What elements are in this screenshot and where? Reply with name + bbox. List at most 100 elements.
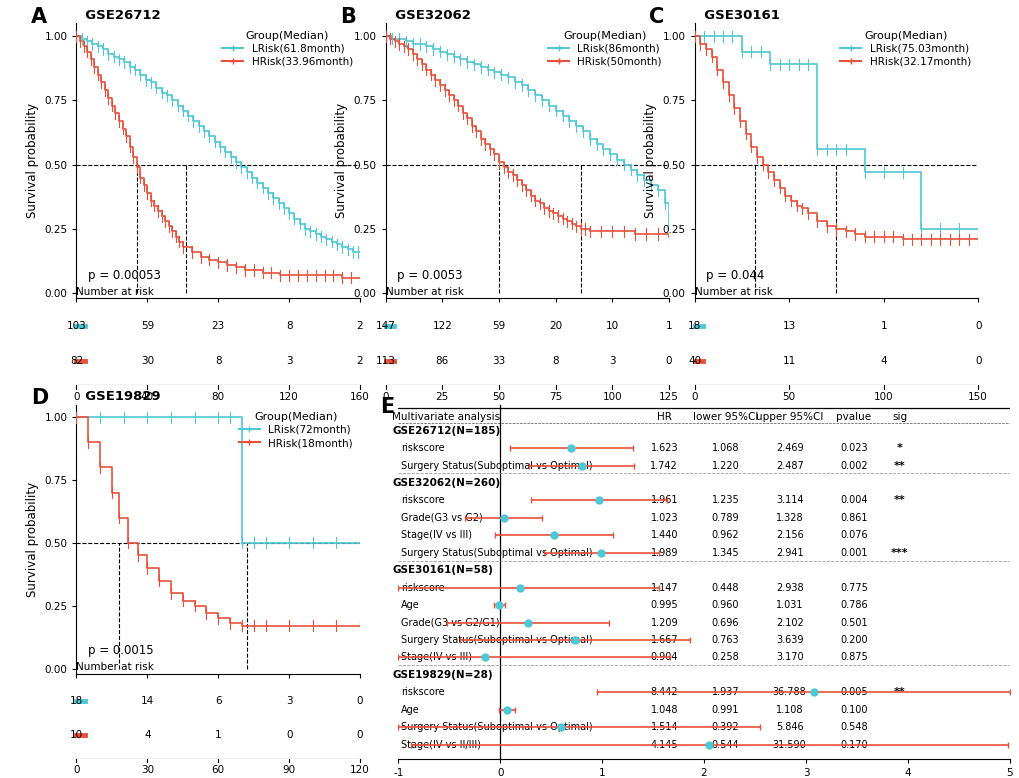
- Text: 100: 100: [873, 392, 893, 402]
- Text: HR: HR: [656, 412, 672, 422]
- Text: 0: 0: [974, 321, 980, 331]
- Text: C: C: [649, 7, 663, 27]
- Text: Stage(IV vs II/III): Stage(IV vs II/III): [400, 740, 481, 749]
- Text: B: B: [340, 7, 356, 27]
- Text: 113: 113: [375, 356, 395, 366]
- Text: 3: 3: [285, 696, 292, 706]
- Text: 1.031: 1.031: [775, 600, 803, 610]
- Text: 1.345: 1.345: [711, 548, 739, 558]
- Text: 0.995: 0.995: [650, 600, 678, 610]
- Text: 125: 125: [658, 392, 679, 402]
- Text: 0.002: 0.002: [840, 461, 867, 471]
- Text: GSE19829(N=28): GSE19829(N=28): [392, 670, 492, 680]
- Text: 40: 40: [688, 356, 700, 366]
- Text: 0.960: 0.960: [711, 600, 739, 610]
- Text: 0.001: 0.001: [840, 548, 867, 558]
- Text: GSE30161: GSE30161: [694, 9, 779, 23]
- Text: 2.487: 2.487: [775, 461, 803, 471]
- Text: 1.514: 1.514: [650, 722, 678, 732]
- Text: D: D: [32, 388, 48, 408]
- Text: GSE30161(N=58): GSE30161(N=58): [392, 566, 492, 575]
- Text: Surgery Status(Suboptimal vs Optimal): Surgery Status(Suboptimal vs Optimal): [400, 548, 592, 558]
- Text: 0: 0: [73, 766, 79, 776]
- Text: 5.846: 5.846: [775, 722, 803, 732]
- Text: 0.501: 0.501: [840, 618, 867, 628]
- Text: 0.789: 0.789: [711, 513, 739, 523]
- Text: 0: 0: [974, 356, 980, 366]
- Text: riskscore: riskscore: [400, 496, 444, 506]
- Text: GSE19829: GSE19829: [76, 391, 161, 404]
- Text: 2.941: 2.941: [775, 548, 803, 558]
- Text: 0: 0: [357, 730, 363, 740]
- Text: 59: 59: [492, 321, 505, 331]
- Text: 8.442: 8.442: [650, 687, 678, 697]
- Text: 0.023: 0.023: [840, 443, 867, 453]
- Text: riskscore: riskscore: [400, 443, 444, 453]
- Text: 0.696: 0.696: [711, 618, 739, 628]
- Text: Surgery Status(Suboptimal vs Optimal): Surgery Status(Suboptimal vs Optimal): [400, 461, 592, 471]
- Text: 1.048: 1.048: [650, 705, 678, 715]
- Text: 10: 10: [70, 730, 83, 740]
- Text: 8: 8: [285, 321, 292, 331]
- Text: Number at risk: Number at risk: [76, 286, 154, 296]
- Text: 0.005: 0.005: [840, 687, 867, 697]
- Text: ***: ***: [890, 548, 908, 558]
- Text: 82: 82: [70, 356, 83, 366]
- Text: Stage(IV vs III): Stage(IV vs III): [400, 653, 472, 662]
- Text: **: **: [893, 496, 905, 506]
- Text: 0: 0: [73, 392, 79, 402]
- Text: 31.590: 31.590: [772, 740, 806, 749]
- Text: 1: 1: [215, 730, 221, 740]
- Text: 59: 59: [141, 321, 154, 331]
- Text: 0.100: 0.100: [840, 705, 867, 715]
- Text: 0.875: 0.875: [840, 653, 867, 662]
- Text: lower 95%CI: lower 95%CI: [692, 412, 757, 422]
- Text: A: A: [32, 7, 47, 27]
- Text: 0: 0: [665, 356, 672, 366]
- Text: p = 0.00053: p = 0.00053: [88, 268, 161, 282]
- Text: 1.209: 1.209: [650, 618, 678, 628]
- Text: 0: 0: [382, 392, 388, 402]
- Text: E: E: [380, 398, 393, 418]
- Text: Stage(IV vs III): Stage(IV vs III): [400, 531, 472, 541]
- Text: Surgery Status(Suboptimal vs Optimal): Surgery Status(Suboptimal vs Optimal): [400, 635, 592, 645]
- Text: 1.989: 1.989: [650, 548, 678, 558]
- Text: 103: 103: [66, 321, 87, 331]
- Text: Grade(G3 vs G2/G1): Grade(G3 vs G2/G1): [400, 618, 499, 628]
- Text: 0.004: 0.004: [840, 496, 867, 506]
- Text: 1.108: 1.108: [775, 705, 803, 715]
- Text: 2.938: 2.938: [775, 583, 803, 593]
- Text: Number at risk: Number at risk: [76, 662, 154, 672]
- Text: 1.068: 1.068: [711, 443, 739, 453]
- Text: 100: 100: [602, 392, 622, 402]
- Y-axis label: Survival probability: Survival probability: [334, 103, 347, 219]
- Text: 1: 1: [665, 321, 672, 331]
- Text: 50: 50: [492, 392, 505, 402]
- Text: 6: 6: [215, 696, 221, 706]
- Text: 0.861: 0.861: [840, 513, 867, 523]
- Text: Surgery Status(Suboptimal vs Optimal): Surgery Status(Suboptimal vs Optimal): [400, 722, 592, 732]
- Text: 0.076: 0.076: [840, 531, 867, 541]
- Text: 0.962: 0.962: [711, 531, 739, 541]
- Text: 1.667: 1.667: [650, 635, 678, 645]
- Text: 1.220: 1.220: [711, 461, 739, 471]
- Text: 0.904: 0.904: [650, 653, 678, 662]
- Text: 122: 122: [432, 321, 451, 331]
- Text: 3.170: 3.170: [775, 653, 803, 662]
- Text: 8: 8: [215, 356, 221, 366]
- Text: 0.786: 0.786: [840, 600, 867, 610]
- Text: riskscore: riskscore: [400, 687, 444, 697]
- Text: **: **: [893, 687, 905, 697]
- Text: **: **: [893, 461, 905, 471]
- Text: 1.328: 1.328: [775, 513, 803, 523]
- Text: 4: 4: [879, 356, 887, 366]
- Text: *: *: [896, 443, 902, 453]
- Text: 23: 23: [212, 321, 224, 331]
- Text: p = 0.0053: p = 0.0053: [396, 268, 462, 282]
- Text: 1.440: 1.440: [650, 531, 678, 541]
- Text: 20: 20: [548, 321, 561, 331]
- Text: 3: 3: [608, 356, 615, 366]
- Text: 160: 160: [350, 392, 370, 402]
- Text: Time(Months): Time(Months): [486, 415, 568, 429]
- Text: 0.392: 0.392: [711, 722, 739, 732]
